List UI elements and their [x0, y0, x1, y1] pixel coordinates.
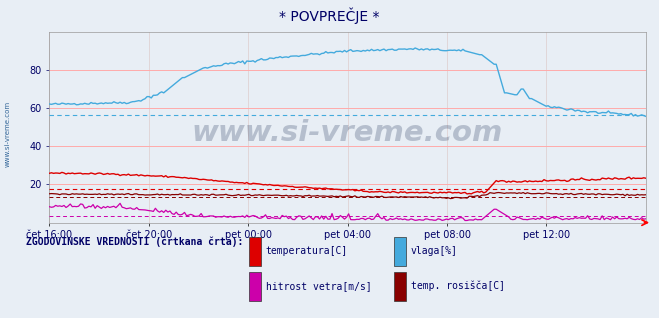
Text: vlaga[%]: vlaga[%] — [411, 246, 457, 256]
Text: www.si-vreme.com: www.si-vreme.com — [192, 119, 503, 147]
Text: * POVPREČJE *: * POVPREČJE * — [279, 8, 380, 24]
Text: hitrost vetra[m/s]: hitrost vetra[m/s] — [266, 281, 371, 291]
Text: temperatura[C]: temperatura[C] — [266, 246, 348, 256]
Text: www.si-vreme.com: www.si-vreme.com — [5, 100, 11, 167]
Text: temp. rosišča[C]: temp. rosišča[C] — [411, 281, 505, 292]
Text: ZGODOVINSKE VREDNOSTI (črtkana črta):: ZGODOVINSKE VREDNOSTI (črtkana črta): — [26, 237, 244, 247]
